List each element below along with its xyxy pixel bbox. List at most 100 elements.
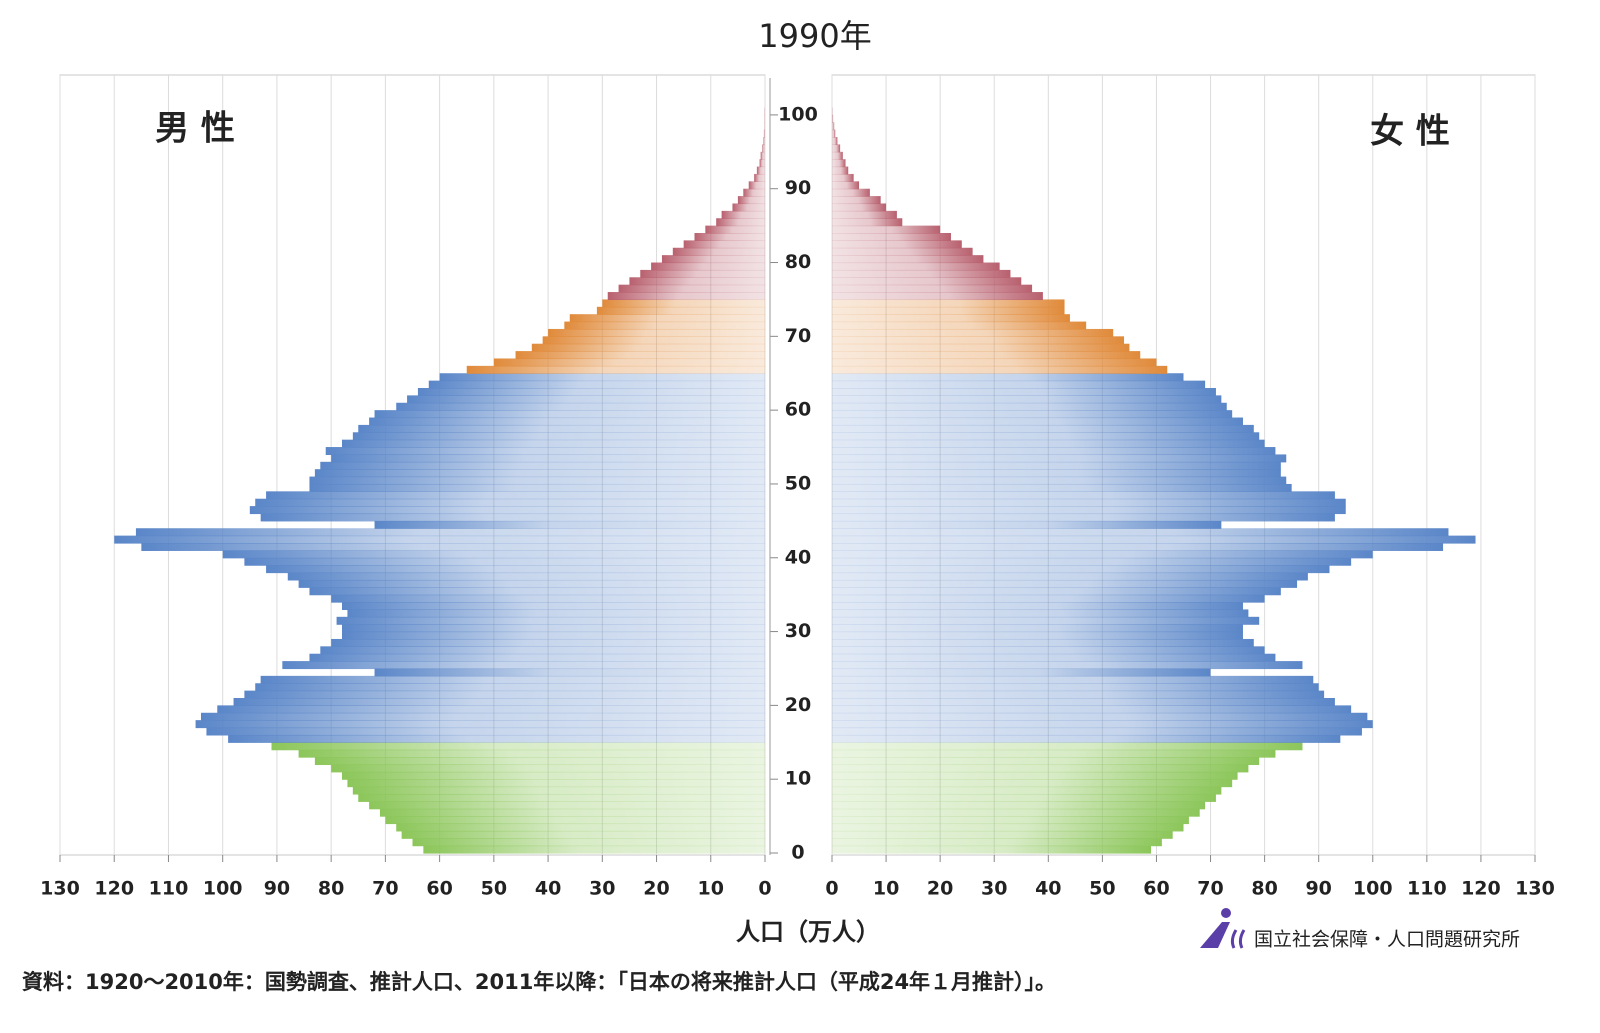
bar: [832, 557, 1352, 566]
bar: [342, 602, 765, 611]
bar: [342, 624, 765, 633]
bar: [832, 476, 1287, 485]
bar: [694, 233, 765, 241]
bar: [832, 277, 1022, 286]
bar: [352, 786, 765, 795]
y-tick-label: 20: [785, 694, 811, 716]
bar: [244, 690, 765, 699]
bar: [629, 277, 765, 286]
bar: [569, 314, 765, 323]
bar: [331, 594, 765, 603]
bar: [832, 779, 1233, 788]
y-tick-label: 90: [785, 177, 811, 199]
x-tick-label: 110: [1407, 878, 1447, 900]
bar: [832, 683, 1319, 692]
bar: [832, 786, 1222, 795]
bar: [336, 616, 765, 625]
x-tick-label: 130: [40, 878, 80, 900]
bar: [531, 343, 765, 352]
bar: [763, 137, 765, 146]
bar: [342, 631, 765, 640]
bar: [331, 638, 765, 647]
logo: 国立社会保障・人口問題研究所: [1200, 908, 1520, 951]
bar: [832, 402, 1227, 411]
bar: [314, 469, 765, 478]
bar: [369, 417, 765, 426]
bar: [596, 306, 765, 315]
bar: [651, 262, 765, 271]
bar: [748, 181, 765, 190]
y-tick-label: 50: [785, 472, 811, 494]
x-tick-label: 0: [825, 878, 838, 900]
bar: [309, 587, 765, 596]
bar: [832, 122, 835, 131]
bar: [756, 166, 765, 175]
bar: [832, 816, 1189, 825]
bar: [832, 380, 1206, 389]
bar: [832, 188, 870, 197]
bar: [201, 712, 765, 721]
bar: [331, 764, 765, 773]
bar: [331, 454, 765, 463]
bar: [832, 417, 1243, 426]
bar: [832, 424, 1254, 433]
bar: [754, 173, 765, 182]
bar: [832, 469, 1281, 478]
bar: [832, 801, 1206, 810]
bar: [515, 351, 765, 360]
bar: [759, 159, 765, 168]
x-tick-label: 50: [1089, 878, 1115, 900]
bar: [832, 845, 1152, 854]
bar: [832, 513, 1335, 522]
bar: [342, 771, 765, 780]
bar: [832, 565, 1330, 574]
y-tick-label: 10: [785, 768, 811, 790]
x-tick-label: 90: [1305, 878, 1331, 900]
bar: [548, 328, 765, 337]
bar: [832, 284, 1033, 293]
y-tick-label: 40: [785, 546, 811, 568]
bar: [743, 188, 765, 197]
bar: [379, 808, 765, 817]
x-tick-label: 80: [1251, 878, 1277, 900]
bar: [832, 646, 1265, 655]
bar: [832, 144, 841, 153]
bar: [832, 506, 1346, 515]
y-tick-label: 30: [785, 620, 811, 642]
bar: [832, 602, 1243, 611]
bar: [705, 225, 765, 234]
bar: [832, 255, 984, 264]
bar: [358, 424, 765, 433]
bar: [206, 727, 765, 736]
bar: [832, 498, 1346, 507]
bar: [832, 631, 1243, 640]
y-tick-label: 70: [785, 325, 811, 347]
logo-dot: [1221, 908, 1231, 918]
bar: [832, 151, 843, 160]
bar: [298, 749, 765, 758]
bar: [396, 402, 765, 411]
bar: [832, 269, 1011, 278]
bar: [832, 838, 1162, 847]
bar: [832, 225, 941, 234]
bar: [832, 543, 1444, 551]
bar: [832, 587, 1281, 596]
x-tick-label: 100: [1353, 878, 1393, 900]
y-tick-label: 100: [778, 103, 818, 125]
bar: [832, 388, 1216, 396]
bar: [832, 365, 1168, 374]
bar: [832, 432, 1260, 441]
bar: [716, 218, 765, 227]
bar: [832, 321, 1087, 330]
bar: [672, 247, 765, 256]
x-tick-label: 10: [873, 878, 899, 900]
bar: [287, 572, 765, 581]
x-tick-label: 30: [981, 878, 1007, 900]
bar: [832, 218, 903, 227]
bar: [412, 838, 765, 847]
bar: [423, 845, 765, 854]
bar: [358, 793, 765, 802]
bar: [763, 129, 765, 138]
bar: [832, 757, 1260, 766]
